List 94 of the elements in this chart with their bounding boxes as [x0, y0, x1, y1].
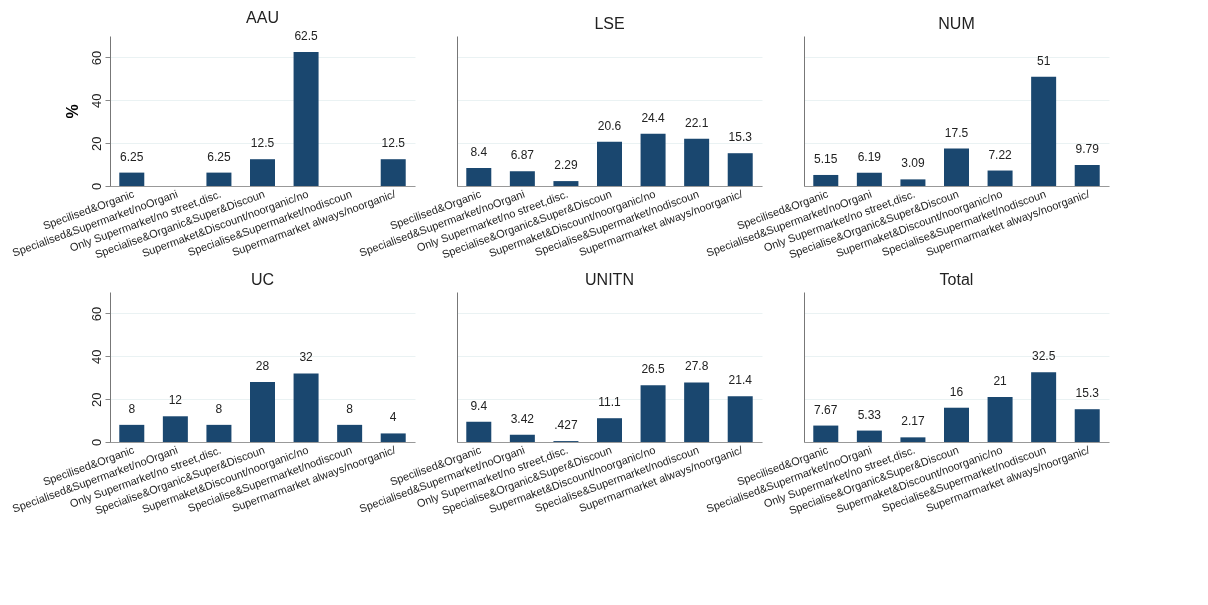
- chart-title: Total: [939, 271, 974, 288]
- data-label: 5.33: [857, 407, 882, 422]
- bar: [466, 168, 492, 186]
- data-label: 12.5: [381, 136, 406, 151]
- data-label: 27.8: [684, 359, 709, 374]
- bar: [640, 385, 666, 442]
- chart-title: UNITN: [585, 271, 634, 288]
- bar: [162, 416, 188, 442]
- bar: [1074, 165, 1100, 186]
- bar: [684, 382, 710, 442]
- bar: [337, 424, 363, 442]
- data-label: 6.25: [207, 149, 231, 164]
- data-label: 2.29: [554, 158, 578, 173]
- data-label: 17.5: [944, 125, 969, 140]
- data-label: 15.3: [1075, 386, 1100, 401]
- data-label: 8: [128, 401, 136, 416]
- data-label: 11.1: [598, 395, 622, 410]
- bar: [293, 52, 319, 186]
- chart-title: LSE: [594, 15, 625, 32]
- data-label: 8: [346, 401, 354, 416]
- bar: [206, 172, 232, 186]
- bar: [727, 153, 753, 186]
- bar: [813, 425, 839, 442]
- y-tick-label: 60: [88, 50, 104, 66]
- bar: [206, 424, 232, 442]
- data-label: 62.5: [294, 29, 319, 44]
- data-label: 12: [168, 393, 183, 408]
- data-label: 3.09: [901, 156, 925, 171]
- data-label: 20.6: [597, 118, 622, 133]
- data-label: 12.5: [250, 136, 275, 151]
- bar: [684, 138, 710, 186]
- data-label: 8: [215, 401, 223, 416]
- data-label: 21.4: [728, 373, 753, 388]
- data-label: 6.19: [857, 149, 882, 164]
- y-tick-label: 40: [88, 349, 104, 365]
- bar: [944, 148, 969, 186]
- data-label: 6.87: [510, 148, 535, 163]
- data-label: 3.42: [510, 411, 535, 426]
- bar: [250, 159, 275, 186]
- chart-title: AAU: [246, 9, 279, 27]
- data-label: 21: [993, 374, 1008, 388]
- bar: [553, 181, 579, 186]
- y-tick-label: 40: [88, 93, 104, 109]
- bar: [944, 407, 969, 442]
- bar: [1031, 76, 1057, 186]
- data-label: 22.1: [684, 115, 709, 130]
- bar: [119, 424, 145, 442]
- bar: [597, 141, 622, 186]
- data-label: 32: [299, 350, 314, 365]
- data-label: 32.5: [1031, 349, 1056, 364]
- bar: [509, 434, 535, 442]
- bar: [293, 373, 319, 442]
- bar: [466, 421, 492, 442]
- bar: [987, 170, 1013, 186]
- bar: [250, 382, 275, 442]
- data-label: 26.5: [641, 362, 666, 377]
- y-tick-label: 0: [88, 438, 104, 447]
- bar: [509, 171, 535, 186]
- bar: [640, 133, 666, 186]
- y-tick-label: 60: [88, 306, 104, 322]
- data-label: 9.79: [1075, 142, 1100, 157]
- bar: [119, 172, 145, 186]
- data-label: 51: [1036, 53, 1051, 68]
- data-label: 15.3: [728, 130, 753, 145]
- data-label: 7.67: [814, 402, 838, 417]
- bar: [597, 418, 622, 442]
- data-label: 16: [949, 384, 964, 399]
- bar: [987, 397, 1013, 442]
- y-tick-label: 20: [88, 136, 104, 151]
- bar: [1074, 409, 1100, 442]
- data-label: 5.15: [814, 151, 838, 166]
- bar: [380, 159, 406, 186]
- data-label: 9.4: [470, 398, 488, 413]
- data-label: 8.4: [470, 145, 488, 159]
- bar: [380, 433, 406, 442]
- bar: [900, 437, 926, 442]
- chart-title: NUM: [938, 15, 975, 32]
- bar: [1031, 372, 1057, 442]
- data-label: 4: [389, 410, 397, 425]
- y-tick-label: 0: [88, 182, 104, 191]
- y-axis-title: %: [63, 104, 81, 119]
- bar: [813, 174, 839, 186]
- bar: [856, 172, 882, 186]
- data-label: 2.17: [901, 414, 925, 429]
- bar: [856, 430, 882, 442]
- bar: [900, 179, 926, 186]
- chart-title: UC: [250, 271, 275, 288]
- bar: [727, 396, 753, 442]
- data-label: 28: [255, 359, 270, 373]
- data-label: .427: [554, 418, 578, 433]
- data-label: 6.25: [120, 149, 144, 164]
- y-tick-label: 20: [88, 392, 104, 407]
- data-label: 7.22: [988, 147, 1013, 162]
- data-label: 24.4: [641, 110, 666, 125]
